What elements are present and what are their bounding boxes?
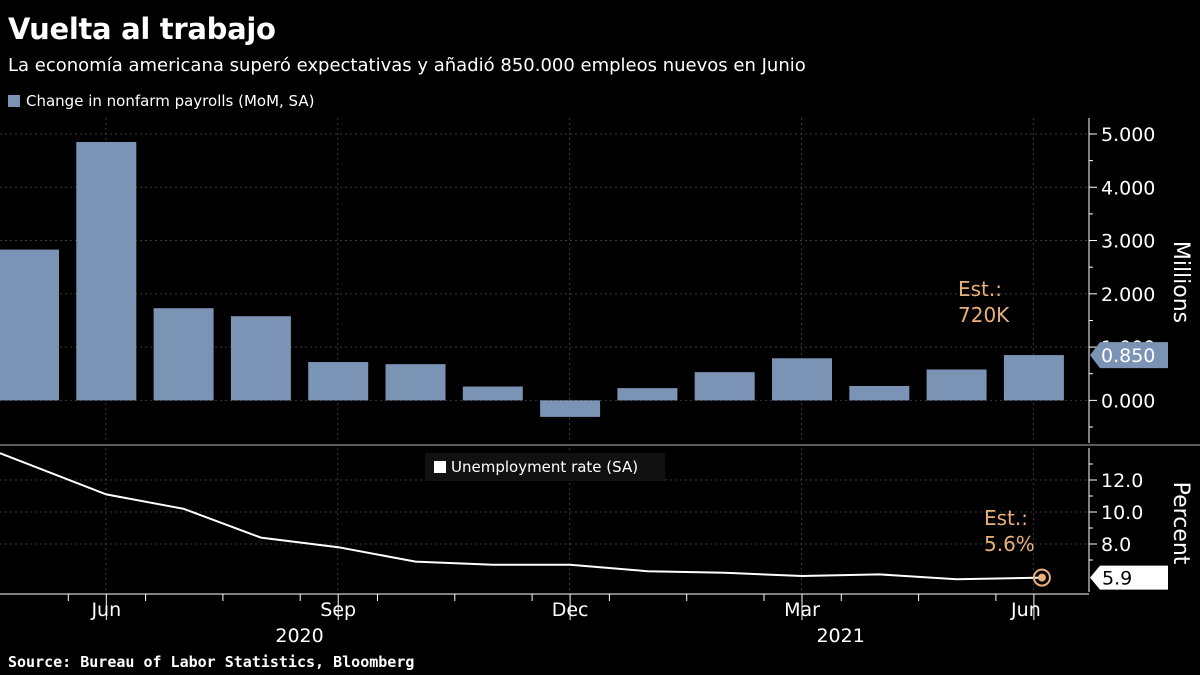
payroll-estimate-line1: Est.: xyxy=(958,277,1002,301)
x-month-label: Jun xyxy=(90,599,121,621)
bottom-y-tick-label: 12.0 xyxy=(1101,470,1143,492)
payroll-bar xyxy=(772,358,832,401)
x-year-label: 2020 xyxy=(275,625,323,647)
payroll-bar xyxy=(76,141,137,401)
bottom-y-tick-label: 8.0 xyxy=(1101,534,1131,556)
unemployment-legend-label: Unemployment rate (SA) xyxy=(451,458,638,476)
payroll-bar xyxy=(926,369,987,401)
unemployment-estimate-marker xyxy=(1032,568,1051,587)
payroll-bar xyxy=(385,364,446,401)
top-y-tick-label: 2.000 xyxy=(1101,284,1155,306)
source-note: Source: Bureau of Labor Statistics, Bloo… xyxy=(8,653,415,671)
payroll-bar xyxy=(308,362,369,401)
x-month-label: Sep xyxy=(320,599,356,621)
payroll-last-value-tag xyxy=(1090,342,1168,369)
top-y-tick-label: 0.000 xyxy=(1101,390,1155,412)
payroll-bar xyxy=(153,308,214,401)
payrolls-legend-swatch xyxy=(8,95,20,107)
unemployment-estimate-line2: 5.6% xyxy=(984,532,1035,556)
x-month-label: Jun xyxy=(1010,599,1041,621)
payroll-bar xyxy=(1003,355,1064,401)
top-y-tick-label: 5.000 xyxy=(1101,124,1155,146)
unemployment-last-value-label: 5.9 xyxy=(1102,568,1132,590)
x-year-label: 2021 xyxy=(816,625,864,647)
chart-subtitle: La economía americana superó expectativa… xyxy=(8,55,806,76)
unemployment-last-point xyxy=(1037,573,1046,582)
bottom-y-tick-label: 10.0 xyxy=(1101,502,1143,524)
chart-title: Vuelta al trabajo xyxy=(8,12,276,46)
top-y-tick-label: 3.000 xyxy=(1101,231,1155,253)
unemployment-legend-swatch xyxy=(434,461,446,473)
unemployment-estimate-line1: Est.: xyxy=(984,506,1028,530)
payroll-last-value-label: 0.850 xyxy=(1101,345,1155,367)
unemployment-legend-box xyxy=(425,453,665,481)
top-y-axis-title: Millions xyxy=(1168,241,1193,323)
payroll-bar xyxy=(0,249,59,401)
payroll-bar xyxy=(617,388,678,401)
payroll-bar xyxy=(849,385,910,401)
top-y-tick-label: 4.000 xyxy=(1101,177,1155,199)
x-month-label: Mar xyxy=(784,599,820,621)
payroll-bar xyxy=(540,400,601,417)
payroll-bar xyxy=(462,386,523,401)
payrolls-legend-label: Change in nonfarm payrolls (MoM, SA) xyxy=(26,92,315,110)
unemployment-line xyxy=(0,452,1042,581)
payroll-bar xyxy=(230,316,291,401)
payroll-bar xyxy=(694,372,755,401)
bottom-y-axis-title: Percent xyxy=(1168,482,1193,565)
payroll-estimate-line2: 720K xyxy=(958,303,1010,327)
payrolls-legend: Change in nonfarm payrolls (MoM, SA) xyxy=(8,92,314,110)
x-month-label: Dec xyxy=(552,599,589,621)
unemployment-last-value-tag xyxy=(1090,565,1168,590)
